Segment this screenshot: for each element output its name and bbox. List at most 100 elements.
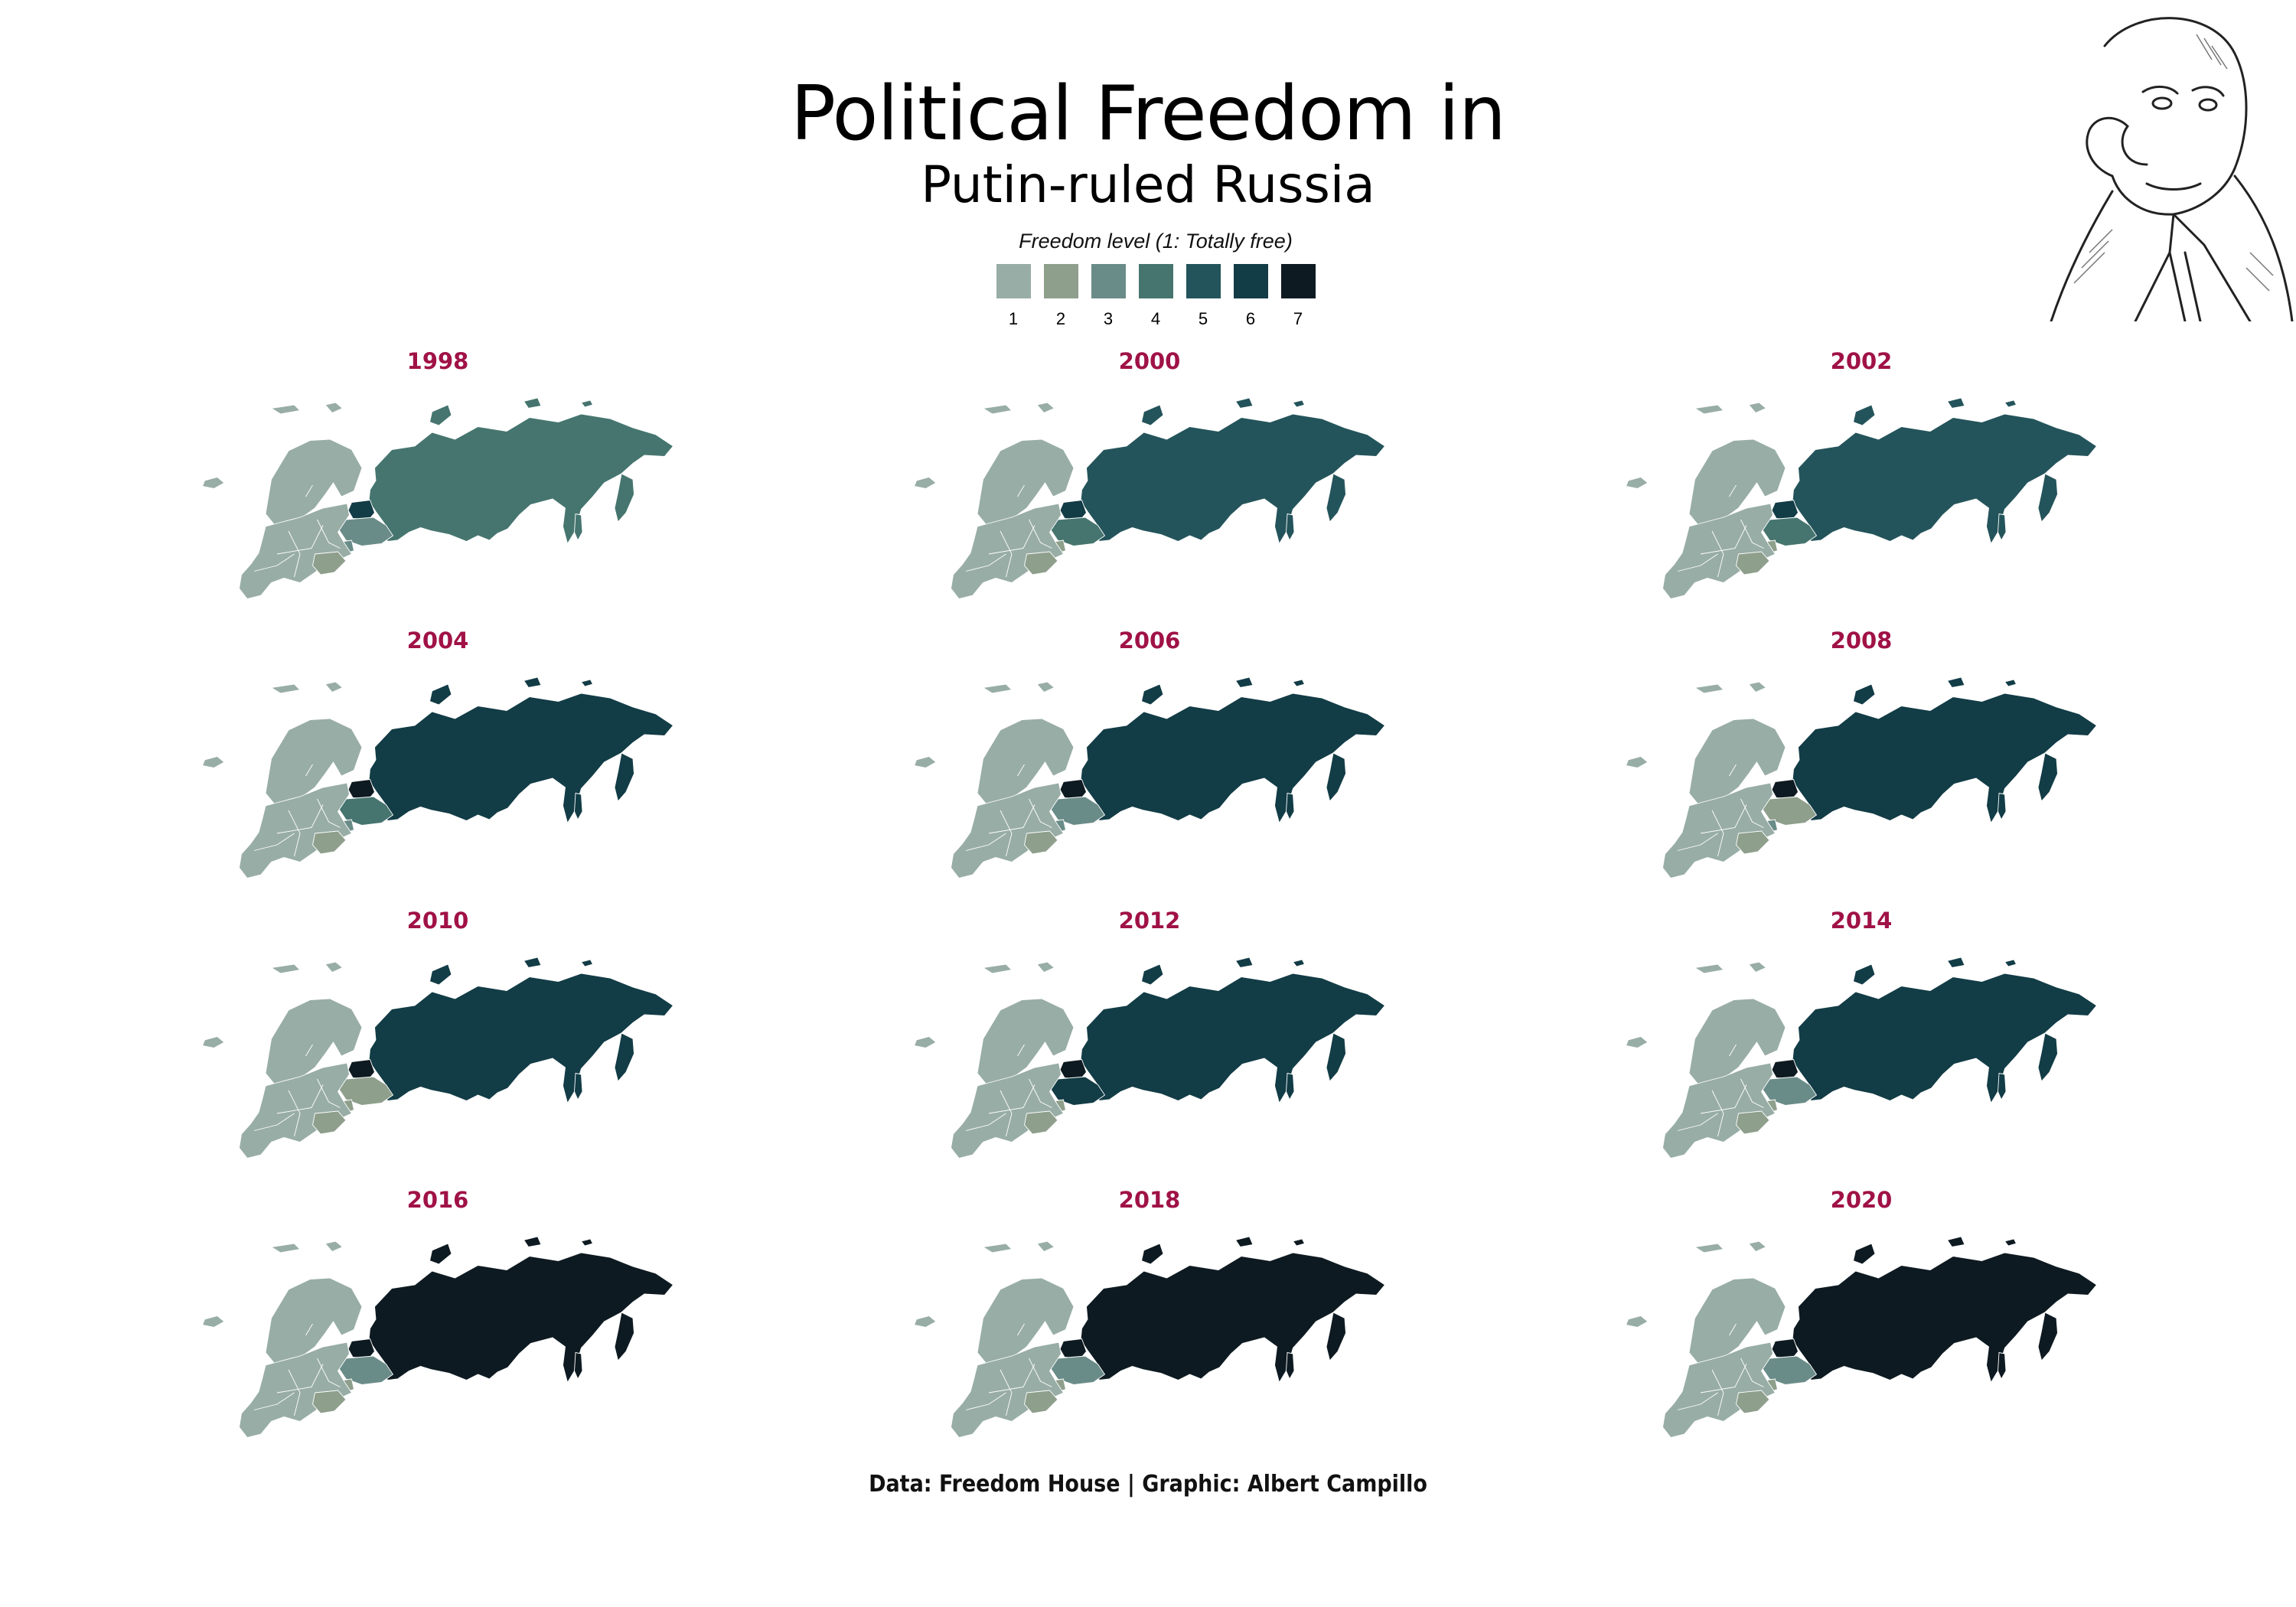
region-kamchatka <box>2037 473 2058 523</box>
region-sakhalin <box>1998 513 2007 542</box>
region-islands1 <box>580 959 594 967</box>
border-line <box>1000 810 1013 857</box>
legend-label: 7 <box>1293 309 1303 328</box>
border-line <box>1729 1044 1737 1057</box>
legend-item: 4 <box>1138 264 1173 329</box>
panel-year: 2004 <box>406 627 469 654</box>
region-novayazemlya <box>429 1243 452 1265</box>
region-novayazemlya <box>1852 1243 1876 1265</box>
region-islands2 <box>1694 963 1724 974</box>
region-novayazemlya <box>1852 404 1876 426</box>
region-novayazemlya <box>1140 683 1164 706</box>
region-svalbard <box>1748 681 1767 693</box>
region-ukraine <box>1762 517 1818 546</box>
region-novayazemlya <box>1140 404 1164 426</box>
region-svalbard <box>325 402 344 414</box>
region-kamchatka <box>2037 1312 2058 1361</box>
region-ukraine <box>338 796 394 826</box>
region-ukraine <box>338 517 394 546</box>
region-kamchatka <box>2037 752 2058 802</box>
legend-swatch <box>1233 264 1268 298</box>
region-sakhalin <box>1998 1072 2007 1101</box>
region-russia <box>1792 1252 2098 1384</box>
border-line <box>1029 1078 1052 1108</box>
region-kamchatka <box>614 473 634 523</box>
region-severnaya <box>523 957 542 968</box>
border-line <box>276 804 324 834</box>
region-islands1 <box>1292 399 1306 408</box>
region-islands1 <box>1292 959 1306 967</box>
border-line <box>965 833 1006 851</box>
border-line <box>1029 1358 1052 1387</box>
region-islands2 <box>270 683 301 694</box>
legend-swatch <box>1280 264 1316 298</box>
region-russia <box>1080 413 1386 545</box>
legend-item: 2 <box>1043 264 1078 329</box>
region-balkans <box>312 1390 347 1414</box>
legend-item: 3 <box>1091 264 1126 329</box>
region-islands1 <box>580 679 594 687</box>
region-ukraine <box>1762 1355 1818 1385</box>
region-severnaya <box>523 397 542 409</box>
region-balkans <box>1024 1390 1058 1414</box>
choropleth-map <box>1625 957 2098 1159</box>
border-line <box>1677 1392 1718 1410</box>
choropleth-map <box>1625 676 2098 879</box>
legend-item: 1 <box>996 264 1031 329</box>
region-belarus <box>1059 500 1088 520</box>
region-severnaya <box>1234 1236 1254 1247</box>
panel-year: 2018 <box>1118 1187 1181 1213</box>
region-severnaya <box>523 1236 542 1247</box>
map-panel: 2018 <box>805 1187 1494 1447</box>
region-sakhalin <box>574 792 583 821</box>
choropleth-map <box>913 676 1386 879</box>
border-line <box>276 1364 324 1393</box>
legend-label: 4 <box>1150 309 1161 328</box>
panel-year: 2000 <box>1118 348 1181 374</box>
region-iceland <box>201 477 225 489</box>
region-balkans <box>1024 830 1058 855</box>
border-line <box>253 1113 295 1131</box>
region-kamchatka <box>1326 752 1346 802</box>
region-svalbard <box>325 961 344 973</box>
map-panel: 2016 <box>93 1187 782 1447</box>
region-iceland <box>1625 1315 1649 1328</box>
border-line <box>317 1078 341 1108</box>
border-line <box>1017 764 1025 777</box>
legend-item: 5 <box>1186 264 1221 329</box>
region-belarus <box>1771 779 1799 800</box>
legend-item: 7 <box>1280 264 1316 329</box>
border-line <box>1700 1084 1747 1114</box>
choropleth-map <box>201 676 674 879</box>
border-line <box>276 525 324 555</box>
chart-subtitle: Putin-ruled Russia <box>921 155 1375 214</box>
region-islands2 <box>1694 1243 1724 1253</box>
region-ukraine <box>338 1355 394 1385</box>
legend-label: 5 <box>1198 309 1208 328</box>
legend-label: 6 <box>1245 309 1256 328</box>
border-line <box>288 810 301 857</box>
region-belarus <box>1771 1338 1799 1359</box>
region-severnaya <box>1234 397 1254 409</box>
border-line <box>1740 798 1764 828</box>
map-panel: 2012 <box>805 908 1494 1168</box>
region-sakhalin <box>1286 513 1295 542</box>
border-line <box>1729 764 1737 777</box>
map-panel: 2008 <box>1517 627 2206 888</box>
panel-year: 2020 <box>1830 1187 1893 1213</box>
region-belarus <box>347 1338 376 1359</box>
region-iceland <box>913 477 937 489</box>
choropleth-map <box>913 957 1386 1159</box>
region-islands1 <box>2004 1238 2017 1247</box>
region-iceland <box>201 1315 225 1328</box>
region-novayazemlya <box>1140 1243 1164 1265</box>
panel-year: 2006 <box>1118 627 1181 654</box>
border-line <box>1711 1369 1724 1416</box>
map-panel: 2002 <box>1517 348 2206 608</box>
region-russia <box>368 973 674 1104</box>
map-panel: 2000 <box>805 348 1494 608</box>
region-russia <box>1080 1252 1386 1384</box>
map-panel: 2014 <box>1517 908 2206 1168</box>
region-belarus <box>1059 1059 1088 1080</box>
border-line <box>317 798 341 828</box>
